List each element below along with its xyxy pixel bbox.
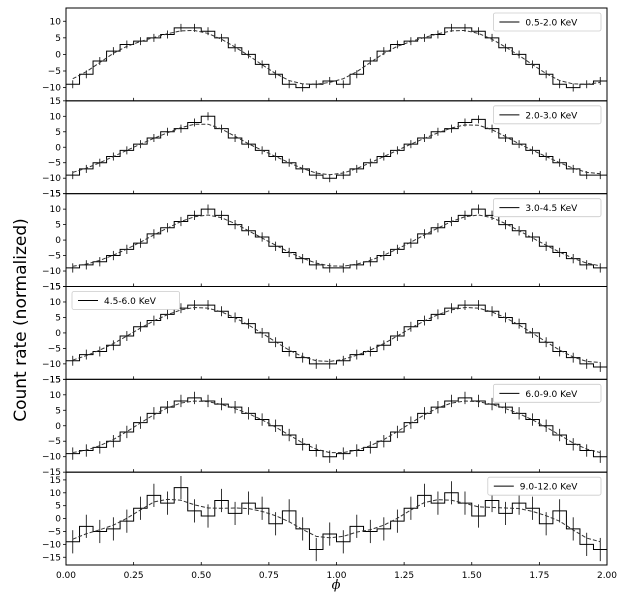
x-tick-label: 0.75: [259, 571, 279, 581]
y-tick-label: −10: [42, 84, 61, 94]
legend-label: 3.0-4.5 KeV: [525, 204, 578, 214]
model-dashed-line: [72, 498, 601, 543]
legend: 4.5-6.0 KeV: [71, 291, 180, 310]
y-axis-label: Count rate (normalized): [11, 218, 31, 422]
y-tick-label: 5: [55, 221, 61, 231]
legend-box: [492, 105, 602, 125]
x-tick-label: 0.50: [191, 571, 211, 581]
legend-box: [71, 291, 180, 310]
panel-3: −15 −10 −5 0 5 10 15 3.0-4.5 KeV: [42, 190, 608, 293]
data-step-line: [66, 397, 607, 458]
y-tick-label: −5: [48, 437, 61, 447]
y-tick-label: 10: [50, 17, 62, 27]
y-tick-label: −15: [42, 468, 61, 478]
panel-4: −15 −10 −5 0 5 10 15 4.5-6.0 KeV: [42, 283, 608, 385]
legend: 9.0-12.0 KeV: [487, 476, 602, 496]
x-tick-label: 1.25: [394, 571, 414, 581]
data-step-line: [66, 304, 607, 368]
y-tick-label: −5: [48, 67, 61, 77]
y-tick-label: 5: [55, 502, 61, 512]
y-tick-label: 10: [50, 205, 62, 215]
legend-label: 6.0-9.0 KeV: [525, 390, 578, 400]
legend-box: [492, 12, 602, 32]
x-tick-label: 1.00: [326, 571, 346, 581]
data-step-line: [66, 27, 607, 89]
x-tick-label: 0.25: [124, 571, 144, 581]
x-tick-label: 2.00: [597, 571, 617, 581]
y-tick-label: 15: [50, 97, 61, 107]
x-tick-label: 0.00: [56, 571, 76, 581]
y-tick-label: 15: [50, 375, 61, 385]
y-tick-label: −15: [42, 283, 61, 293]
y-tick-label: 15: [50, 190, 61, 200]
legend-box: [492, 383, 602, 403]
panel-5: −15 −10 −5 0 5 10 15 6.0-9.0 KeV: [42, 375, 608, 478]
legend-box: [487, 476, 602, 496]
y-tick-label: 0: [55, 515, 61, 525]
y-tick-label: −15: [42, 553, 61, 563]
data-step-line: [66, 487, 607, 551]
y-tick-label: 5: [55, 313, 61, 323]
y-tick-label: 10: [50, 489, 62, 499]
y-tick-label: 5: [55, 128, 61, 138]
legend-box: [492, 198, 602, 218]
y-tick-label: −5: [48, 344, 61, 354]
panel-1: −10 −5 0 5 10 0.5-2.0 KeV: [42, 7, 608, 102]
y-tick-label: 15: [50, 283, 61, 293]
x-axis-label: ϕ: [332, 578, 341, 593]
y-tick-label: −10: [42, 267, 61, 277]
y-tick-label: 0: [55, 50, 61, 60]
y-tick-label: 0: [55, 422, 61, 432]
y-tick-label: 10: [50, 391, 62, 401]
y-tick-label: −15: [42, 190, 61, 200]
panels: −10 −5 0 5 10 0.5-2.0 KeV −15 −10 −5 0 5 10 15 2.0-3.…: [42, 7, 617, 581]
legend: 3.0-4.5 KeV: [492, 198, 602, 218]
legend: 0.5-2.0 KeV: [492, 12, 602, 32]
legend-label: 4.5-6.0 KeV: [104, 297, 157, 307]
y-tick-label: −10: [42, 453, 61, 463]
y-tick-label: 5: [55, 406, 61, 416]
y-tick-label: 0: [55, 329, 61, 339]
model-dashed-line: [72, 123, 601, 176]
legend-label: 0.5-2.0 KeV: [525, 19, 578, 29]
panel-2: −15 −10 −5 0 5 10 15 2.0-3.0 KeV: [42, 97, 608, 200]
y-tick-label: 10: [50, 112, 62, 122]
model-dashed-line: [72, 29, 601, 85]
y-tick-label: −5: [48, 527, 61, 537]
model-dashed-line: [72, 214, 601, 267]
y-tick-label: −15: [42, 375, 61, 385]
legend-label: 2.0-3.0 KeV: [525, 111, 578, 121]
y-tick-label: 0: [55, 236, 61, 246]
y-tick-label: −5: [48, 159, 61, 169]
y-tick-label: 10: [50, 298, 62, 308]
legend: 2.0-3.0 KeV: [492, 105, 602, 125]
legend: 6.0-9.0 KeV: [492, 383, 602, 403]
y-tick-label: 15: [50, 476, 61, 486]
model-dashed-line: [72, 306, 601, 363]
x-tick-label: 1.75: [529, 571, 549, 581]
legend-label: 9.0-12.0 KeV: [520, 483, 578, 493]
y-tick-label: −5: [48, 252, 61, 262]
y-tick-label: −10: [42, 360, 61, 370]
model-dashed-line: [72, 400, 601, 454]
panel-6: −15 −10 −5 0 5 10 15 9.0-12.0 KeV 0.00 0.25 0.50 0.…: [42, 471, 617, 581]
y-tick-label: −10: [42, 174, 61, 184]
x-tick-label: 1.50: [462, 571, 482, 581]
y-tick-label: 0: [55, 143, 61, 153]
data-step-line: [66, 115, 607, 179]
data-step-line: [66, 208, 607, 269]
y-tick-label: −10: [42, 540, 61, 550]
y-tick-label: 5: [55, 34, 61, 44]
